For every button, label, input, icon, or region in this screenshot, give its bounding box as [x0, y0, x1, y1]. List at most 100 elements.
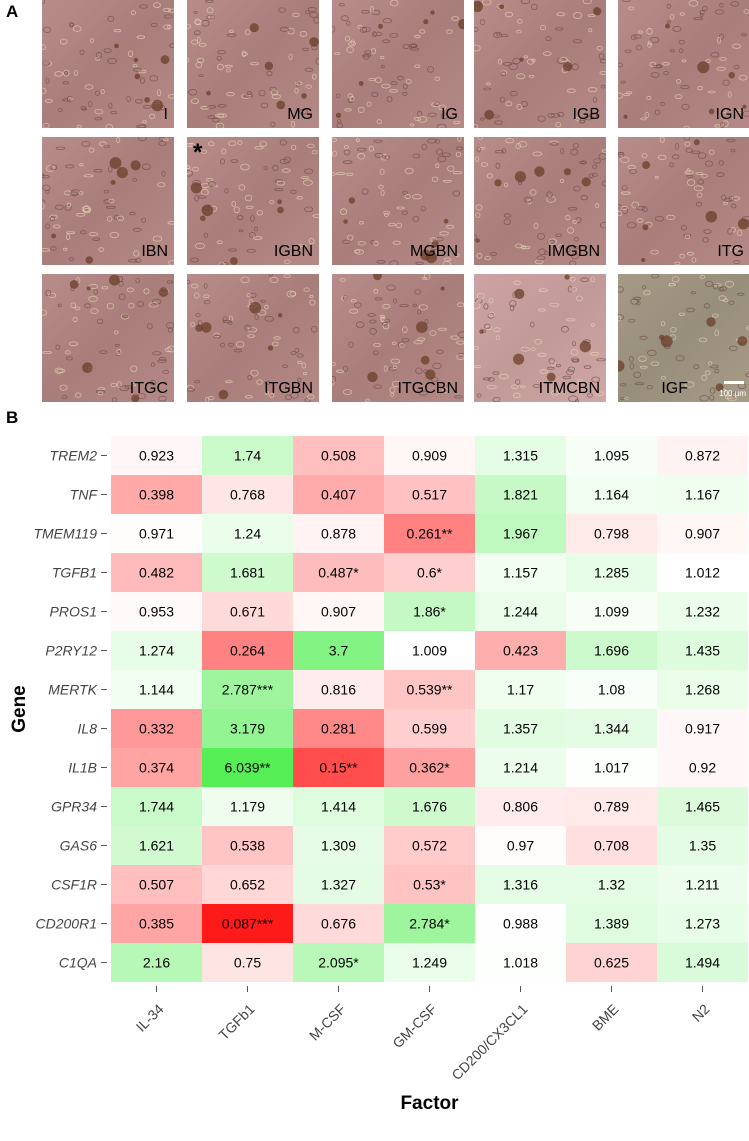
heatmap-cell: [657, 670, 748, 709]
micrograph-texture: [332, 137, 464, 265]
heatmap-cell: [111, 787, 202, 826]
heatmap-cell: [384, 592, 475, 631]
cell-value-label: 1.621: [139, 838, 174, 854]
cell-value-label: 1.268: [685, 682, 720, 698]
tile-label: ITGBN: [264, 380, 313, 397]
x-tick-label: IL-34: [133, 1001, 167, 1035]
cell-value-label: 0.487*: [318, 565, 359, 581]
cell-value-label: 1.744: [139, 799, 174, 815]
micrograph-texture: [187, 139, 319, 265]
micrograph-tile: IGBN *: [187, 137, 319, 265]
cell-value-label: 0.798: [594, 526, 629, 542]
cell-value-label: 1.08: [598, 682, 625, 698]
heatmap-cell: [657, 865, 748, 904]
y-tick-label: CD200R1: [36, 916, 97, 932]
heatmap-cell: [566, 943, 657, 982]
heatmap-cell: [566, 592, 657, 631]
heatmap-cell: [384, 475, 475, 514]
heatmap-cell: [202, 592, 293, 631]
cell-value-label: 1.389: [594, 916, 629, 932]
cell-value-label: 0.816: [321, 682, 356, 698]
cell-value-label: 1.967: [503, 526, 538, 542]
micrograph-tile: IG: [332, 0, 464, 128]
heatmap-cell: [657, 514, 748, 553]
micrograph-texture: [474, 274, 606, 402]
heatmap-cell: [475, 787, 566, 826]
cell-value-label: 1.285: [594, 565, 629, 581]
micrograph-texture: [42, 137, 174, 265]
y-tick-label: TGFB1: [52, 565, 97, 581]
cell-value-label: 1.35: [689, 838, 716, 854]
heatmap-cell: [566, 787, 657, 826]
cell-value-label: 1.414: [321, 799, 356, 815]
tile-label: ITGCBN: [397, 380, 458, 397]
cell-value-label: 0.907: [321, 604, 356, 620]
tile-label: MG: [287, 106, 313, 123]
cell-value-label: 1.32: [598, 877, 625, 893]
cell-value-label: 1.821: [503, 487, 538, 503]
heatmap-cell: [566, 553, 657, 592]
cell-value-label: 0.281: [321, 721, 356, 737]
cell-value-label: 2.787***: [222, 682, 274, 698]
heatmap-cell: [111, 904, 202, 943]
heatmap-cell: [111, 475, 202, 514]
heatmap-cell: [293, 904, 384, 943]
cell-value-label: 0.708: [594, 838, 629, 854]
heatmap-cell: [293, 514, 384, 553]
heatmap-cell: [293, 748, 384, 787]
micrograph-texture: [42, 0, 174, 128]
cell-value-label: 2.095*: [318, 955, 359, 971]
micrograph-tile: IMGBN: [474, 137, 606, 265]
micrograph-tile: MGBN: [332, 137, 464, 265]
cell-value-label: 1.214: [503, 760, 538, 776]
cell-value-label: 0.332: [139, 721, 174, 737]
cell-value-label: 1.465: [685, 799, 720, 815]
heatmap-cell: [111, 826, 202, 865]
heatmap-cell: [384, 748, 475, 787]
cell-value-label: 0.92: [689, 760, 716, 776]
heatmap-cell: [475, 748, 566, 787]
cell-value-label: 0.15**: [319, 760, 358, 776]
heatmap-cell: [293, 553, 384, 592]
heatmap-cell: [202, 748, 293, 787]
cell-value-label: 0.97: [507, 838, 534, 854]
heatmap-cell: [202, 475, 293, 514]
cell-value-label: 0.407: [321, 487, 356, 503]
micrograph-texture: [618, 137, 749, 265]
heatmap-cell: [111, 553, 202, 592]
heatmap-cell: [202, 904, 293, 943]
cell-value-label: 1.099: [594, 604, 629, 620]
cell-value-label: 1.494: [685, 955, 720, 971]
cell-value-label: 0.917: [685, 721, 720, 737]
micrograph-texture: [332, 274, 464, 402]
cell-value-label: 0.539**: [407, 682, 453, 698]
heatmap-cell: [111, 631, 202, 670]
micrograph-tile: IGN: [618, 0, 749, 128]
heatmap-cell: [384, 904, 475, 943]
heatmap-cell: [657, 592, 748, 631]
cell-value-label: 3.179: [230, 721, 265, 737]
heatmap-cell: [566, 514, 657, 553]
heatmap-cell: [111, 592, 202, 631]
heatmap-cell: [657, 436, 748, 475]
heatmap-cell: [475, 709, 566, 748]
micrograph-tile: ITMCBN: [474, 274, 606, 402]
heatmap-cell: [475, 436, 566, 475]
heatmap-cell: [202, 514, 293, 553]
cell-value-label: 1.244: [503, 604, 538, 620]
cell-value-label: 0.572: [412, 838, 447, 854]
heatmap-cell: [384, 787, 475, 826]
micrograph-tile: ITG: [618, 137, 749, 265]
heatmap-cell: [566, 631, 657, 670]
cell-value-label: 0.878: [321, 526, 356, 542]
heatmap-cell: [475, 904, 566, 943]
x-axis-title: Factor: [400, 1093, 459, 1114]
cell-value-label: 1.232: [685, 604, 720, 620]
heatmap-cell: [475, 865, 566, 904]
panel-b-letter: B: [6, 408, 19, 427]
heatmap-cell: [657, 787, 748, 826]
heatmap-cell: [293, 436, 384, 475]
heatmap-cell: [202, 670, 293, 709]
cell-value-label: 0.971: [139, 526, 174, 542]
heatmap-cell: [111, 748, 202, 787]
